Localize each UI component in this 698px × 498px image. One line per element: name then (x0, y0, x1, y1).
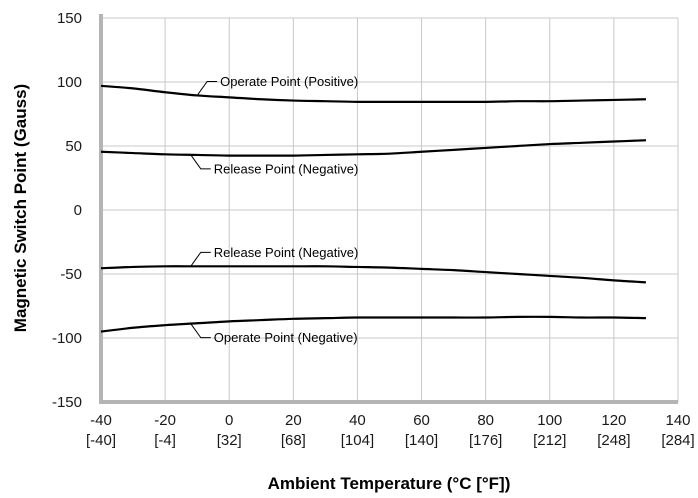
x-tick-label-f: [-4] (154, 432, 176, 449)
x-tick-label-f: [140] (405, 432, 438, 449)
y-tick-labels: 150 100 50 0 -50 -100 -150 (52, 10, 82, 411)
series-line-1 (100, 139, 646, 157)
gridlines (101, 17, 679, 403)
y-tick-label: 150 (57, 10, 82, 27)
x-tick-label-f: [-40] (86, 432, 116, 449)
x-tick-labels: -40 [-40] -20 [-4] 0 [32] 20 [68] 40 [104] 60 [140]… (86, 412, 695, 449)
y-axis-title: Magnetic Switch Point (Gauss) (11, 84, 30, 332)
x-axis-title: Ambient Temperature (°C [°F]) (268, 474, 511, 493)
x-tick-label-c: 60 (413, 412, 430, 429)
annotations: Operate Point (Positive) Release Point (N… (190, 74, 359, 345)
x-tick-label-c: 140 (665, 412, 690, 429)
annotation-leader (190, 154, 211, 170)
y-tick-label: -150 (52, 394, 82, 411)
x-tick-label-c: 100 (537, 412, 562, 429)
series-line-0 (100, 84, 646, 103)
axes (99, 14, 678, 404)
y-tick-label: -50 (60, 266, 82, 283)
annotation-label: Operate Point (Positive) (220, 74, 358, 89)
y-tick-label: 50 (65, 138, 82, 155)
series-line-3 (100, 315, 646, 333)
x-tick-label-f: [248] (597, 432, 630, 449)
x-tick-label-f: [104] (341, 432, 374, 449)
y-tick-label: -100 (52, 330, 82, 347)
x-tick-label-f: [68] (281, 432, 306, 449)
x-tick-label-f: [284] (661, 432, 694, 449)
annotation-leader (196, 80, 218, 96)
series-lines (100, 84, 647, 333)
series-line-2 (100, 265, 647, 284)
x-tick-label-c: 20 (285, 412, 302, 429)
x-tick-label-f: [32] (217, 432, 242, 449)
annotation-leader (190, 323, 211, 339)
x-tick-label-c: -20 (154, 412, 176, 429)
x-tick-label-c: 0 (225, 412, 233, 429)
annotation-label: Release Point (Negative) (214, 245, 359, 260)
y-tick-label: 0 (74, 202, 82, 219)
annotation-label: Operate Point (Negative) (214, 330, 358, 345)
x-tick-label-c: 40 (349, 412, 366, 429)
x-tick-label-c: 80 (477, 412, 494, 429)
annotation-label: Release Point (Negative) (214, 161, 359, 176)
x-tick-label-f: [176] (469, 432, 502, 449)
x-tick-label-f: [212] (533, 432, 566, 449)
x-tick-label-c: -40 (90, 412, 112, 429)
annotation-leader (190, 251, 211, 267)
y-tick-label: 100 (57, 74, 82, 91)
x-tick-label-c: 120 (601, 412, 626, 429)
